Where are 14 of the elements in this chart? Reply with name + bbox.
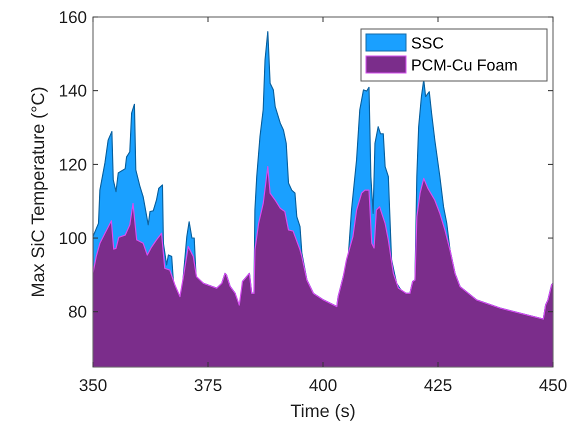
x-tick-label: 375 — [194, 376, 222, 395]
legend-label: SSC — [411, 36, 444, 53]
x-tick-label: 400 — [308, 376, 338, 395]
x-tick-label: 350 — [78, 376, 108, 395]
y-tick-label: 120 — [58, 155, 87, 174]
y-axis-title: Max SiC Temperature (°C) — [28, 86, 48, 298]
y-tick-label: 80 — [68, 302, 87, 322]
x-axis-title: Time (s) — [290, 401, 356, 421]
x-tick-label: 450 — [538, 376, 568, 395]
y-tick-label: 100 — [58, 229, 87, 248]
y-tick-label: 140 — [58, 82, 87, 101]
legend-label: PCM-Cu Foam — [411, 58, 518, 75]
x-tick-label: 425 — [424, 376, 452, 395]
y-tick-label: 160 — [58, 8, 87, 27]
